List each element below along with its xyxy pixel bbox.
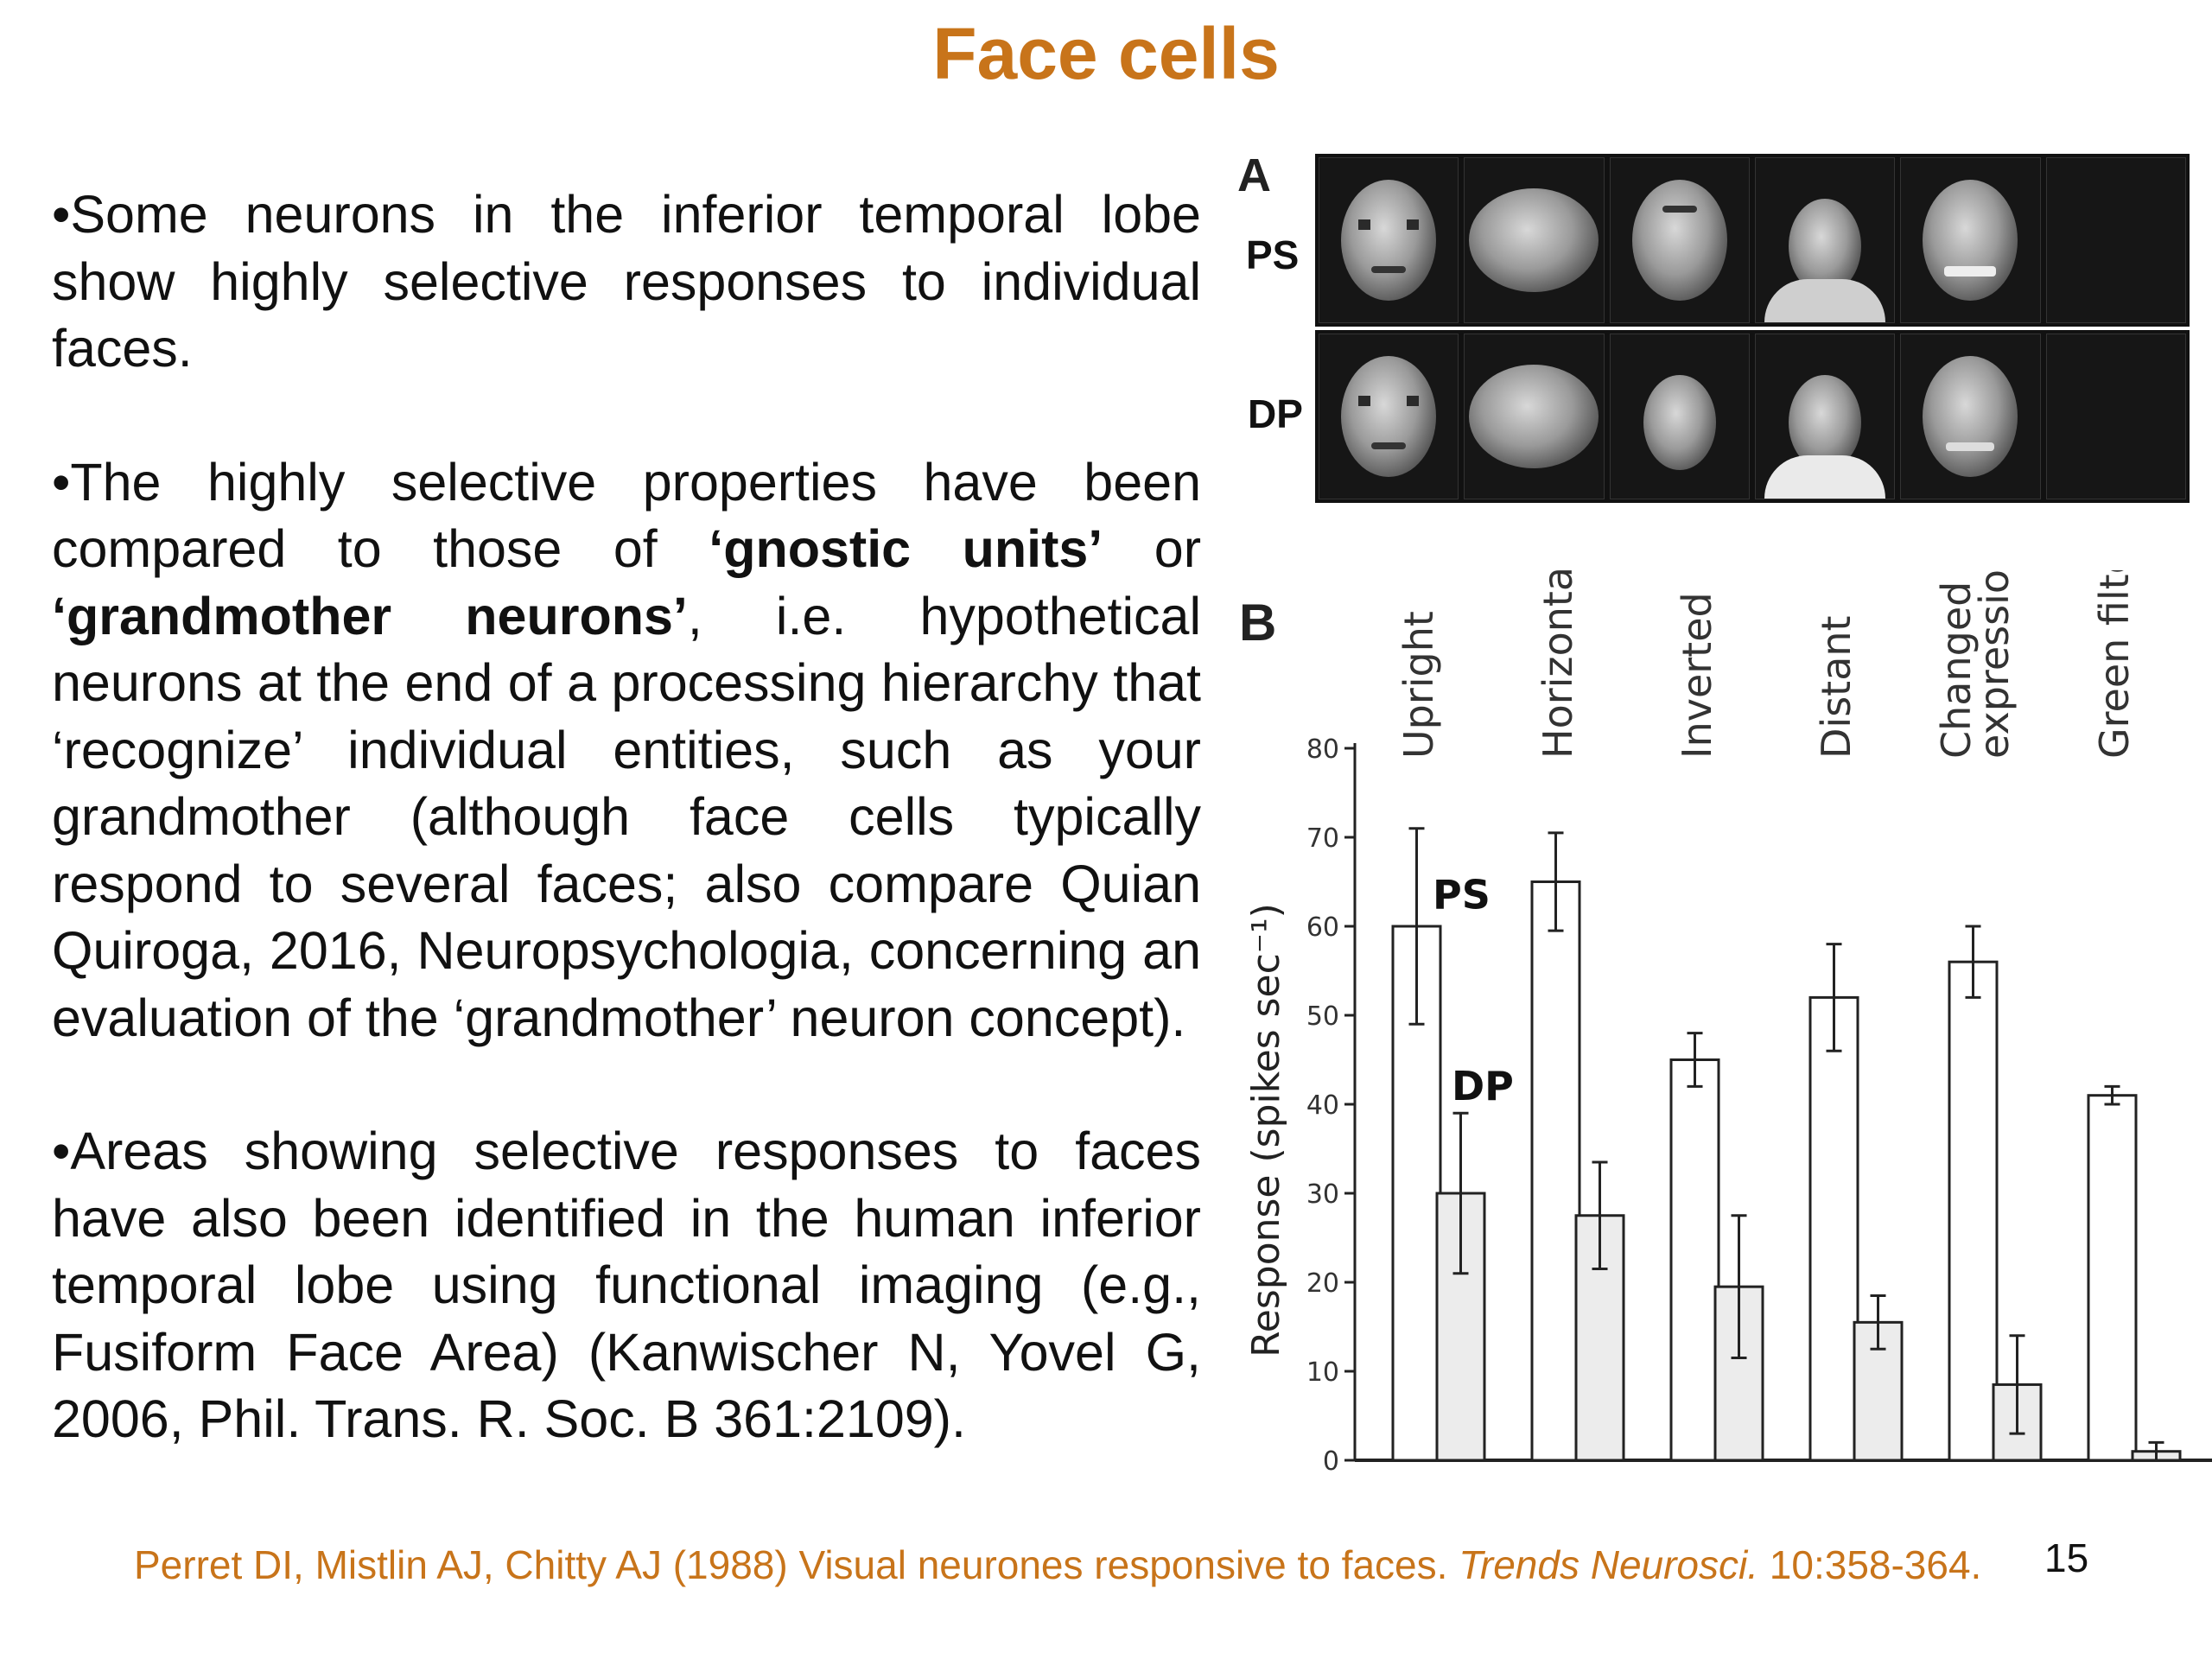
category-label-0: Upright — [1395, 611, 1442, 759]
category-label-1: Horizontal — [1535, 570, 1581, 759]
category-label-4: expression — [1971, 570, 2018, 759]
face-image — [1789, 375, 1862, 470]
page-number: 15 — [2044, 1535, 2089, 1580]
face-mouth — [1371, 442, 1407, 449]
citation-authors: Perret DI, Mistlin AJ, Chitty AJ (1988) … — [134, 1542, 1459, 1587]
paragraph-3: •Areas showing selective responses to fa… — [52, 1122, 1201, 1448]
gnostic-units-term: ‘gnostic units’ — [709, 519, 1103, 578]
panel-b-letter: B — [1239, 594, 1277, 652]
row-label-dp: DP — [1248, 391, 1303, 436]
y-tick-label: 50 — [1306, 1001, 1339, 1032]
face-image — [1341, 356, 1437, 477]
series-label-dp: DP — [1452, 1063, 1514, 1109]
citation: Perret DI, Mistlin AJ, Chitty AJ (1988) … — [134, 1541, 1981, 1588]
face-image — [1631, 180, 1727, 301]
face-image — [1789, 199, 1862, 294]
bar-dp-2 — [1713, 1285, 1764, 1462]
photo-dp-distant — [1754, 334, 1896, 499]
y-axis-label: Response (spikes sec⁻¹) — [1244, 903, 1288, 1357]
bar-chart: 0 10 20 30 40 50 60 70 80 Response (spikes sec⁻¹)… — [1244, 570, 2212, 1477]
face-image — [1341, 180, 1437, 301]
face-image — [1643, 375, 1716, 470]
face-eyes — [1358, 219, 1420, 230]
body-image — [1764, 279, 1886, 322]
y-tick-label: 40 — [1306, 1090, 1339, 1121]
face-mouth — [1944, 266, 1997, 276]
paragraph-2-part-a: •The highly selective properties have be… — [52, 452, 1201, 579]
slide-title: Face cells — [932, 13, 1280, 94]
paragraph-2: •The highly selective properties have be… — [52, 449, 1201, 1052]
y-tick-label: 0 — [1323, 1446, 1339, 1477]
y-tick-label: 80 — [1306, 734, 1339, 765]
paragraph-2-part-e: , i.e. hypothetical neurons at the end o… — [52, 586, 1201, 1047]
photo-dp-changed-expression — [1900, 334, 2041, 499]
citation-volume: 10:358-364. — [1758, 1542, 1982, 1587]
face-mouth — [1662, 206, 1697, 213]
body-text: •Some neurons in the inferior temporal l… — [52, 181, 1201, 1453]
face-mouth — [1946, 442, 1995, 451]
y-tick-label: 60 — [1306, 912, 1339, 943]
photo-ps-changed-expression — [1900, 157, 2041, 323]
bar-ps-1 — [1530, 880, 1581, 1462]
grandmother-neurons-term: ‘grandmother neurons’ — [52, 586, 688, 645]
y-tick-label: 10 — [1306, 1357, 1339, 1388]
photo-dp-green-filter — [2045, 334, 2186, 499]
bar-ps-4 — [1948, 960, 1999, 1462]
row-label-ps: PS — [1246, 232, 1300, 277]
paragraph-2-part-c: or — [1103, 519, 1202, 578]
photo-dp-horizontal — [1464, 334, 1605, 499]
photo-row-dp — [1315, 330, 2190, 503]
y-tick-label: 70 — [1306, 823, 1339, 854]
y-tick-label: 20 — [1306, 1268, 1339, 1299]
photo-dp-upright — [1319, 334, 1459, 499]
photo-row-ps — [1315, 154, 2190, 327]
bar-ps-3 — [1808, 995, 1859, 1462]
bar-ps-5 — [2087, 1094, 2138, 1462]
face-mouth — [1371, 266, 1407, 273]
photo-ps-distant — [1754, 157, 1896, 323]
y-tick-label: 30 — [1306, 1179, 1339, 1210]
category-label-4: Changed — [1933, 582, 1980, 759]
face-image — [1469, 188, 1599, 292]
face-eyes — [1358, 396, 1420, 406]
bar-ps-2 — [1669, 1058, 1720, 1462]
series-label-ps: PS — [1433, 871, 1491, 918]
category-label-2: Inverted — [1674, 592, 1720, 759]
category-label-5: Green filter — [2091, 570, 2138, 759]
face-image — [1923, 180, 2018, 301]
photo-ps-upright — [1319, 157, 1459, 323]
body-image — [1764, 455, 1886, 499]
photo-ps-green-filter — [2045, 157, 2186, 323]
photo-dp-inverted — [1609, 334, 1750, 499]
photo-ps-horizontal — [1464, 157, 1605, 323]
face-image — [1923, 356, 2018, 477]
panel-a-letter: A — [1237, 149, 1271, 201]
category-label-3: Distant — [1813, 615, 1859, 759]
paragraph-1: •Some neurons in the inferior temporal l… — [52, 185, 1201, 378]
photo-ps-inverted — [1609, 157, 1750, 323]
face-image — [1469, 365, 1599, 468]
citation-journal: Trends Neurosci. — [1459, 1542, 1759, 1587]
